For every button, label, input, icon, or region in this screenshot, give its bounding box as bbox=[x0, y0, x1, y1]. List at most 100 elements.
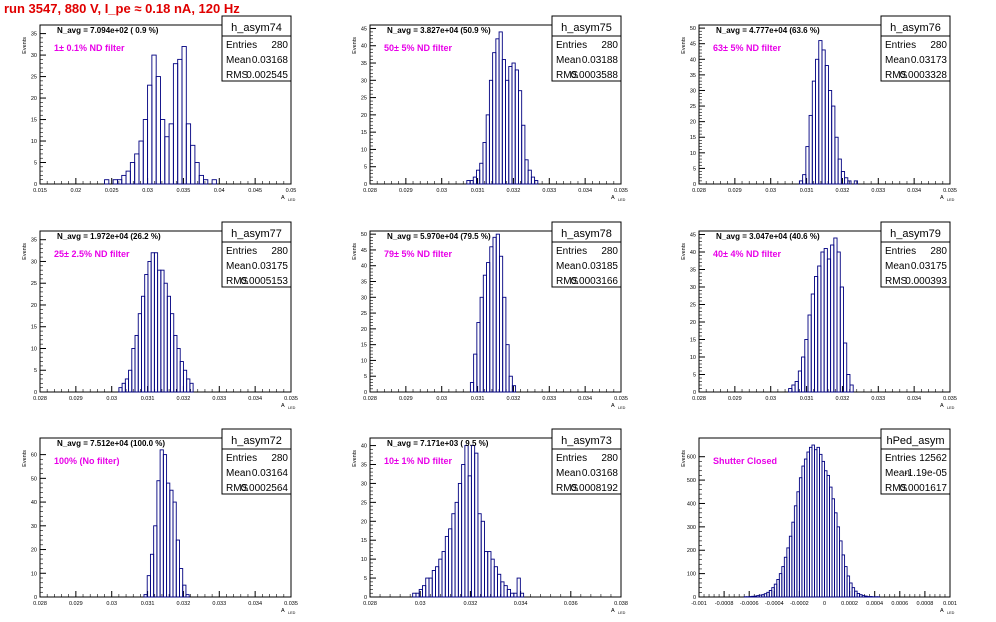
histogram-bar bbox=[827, 90, 833, 185]
y-tick-label: 20 bbox=[361, 113, 367, 119]
y-tick-label: 10 bbox=[690, 355, 696, 361]
x-tick-label: 0.035 bbox=[284, 396, 298, 402]
histogram-bar bbox=[176, 348, 181, 393]
x-tick-label: 0.035 bbox=[284, 601, 298, 607]
x-tick-label: 0.032 bbox=[836, 188, 850, 194]
y-tick-label: 0 bbox=[34, 595, 37, 601]
stats-label: Mean bbox=[226, 261, 251, 272]
histogram-bar bbox=[156, 480, 161, 598]
y-tick-label: 35 bbox=[361, 61, 367, 67]
stats-label: Mean bbox=[556, 468, 581, 479]
stats-label: Entries bbox=[885, 453, 916, 464]
histogram-bar bbox=[502, 296, 507, 393]
y-tick-label: 5 bbox=[693, 373, 696, 379]
y-tick-label: 45 bbox=[361, 248, 367, 254]
filter-note: 79± 5% ND filter bbox=[384, 249, 452, 259]
x-tick-label: 0.0004 bbox=[866, 601, 883, 607]
y-tick-label: 10 bbox=[361, 557, 367, 563]
stats-box bbox=[880, 241, 951, 288]
x-tick-label: -0.0008 bbox=[715, 601, 734, 607]
histogram-bar bbox=[534, 180, 539, 185]
histogram-bar bbox=[425, 577, 430, 598]
x-axis-subscript: LED bbox=[288, 198, 296, 202]
histogram-bar bbox=[172, 63, 179, 185]
histogram-bar bbox=[473, 353, 478, 393]
histogram-bar bbox=[498, 31, 503, 185]
stats-value: -1.19e-05 bbox=[904, 468, 947, 479]
y-tick-label: 20 bbox=[31, 96, 37, 102]
histogram-bar bbox=[501, 59, 506, 185]
histogram-bar bbox=[198, 174, 204, 185]
navg-label: N_avg = 4.777e+04 (63.6 %) bbox=[716, 26, 820, 35]
histogram-bar bbox=[840, 171, 846, 185]
y-tick-label: 5 bbox=[364, 576, 367, 582]
x-tick-label: 0.031 bbox=[471, 396, 485, 402]
histogram-h_asym76: 0 5 10 15 20 25 30 35 40 45 50 0.028 0.029 0.03 0.031 0… bbox=[681, 15, 957, 202]
y-tick-label: 300 bbox=[687, 525, 696, 531]
histogram-bar bbox=[493, 566, 498, 598]
filter-note: 10± 1% ND filter bbox=[384, 456, 452, 466]
stats-value: 0.03188 bbox=[582, 55, 619, 66]
histogram-bar bbox=[128, 369, 133, 393]
y-tick-label: 30 bbox=[690, 285, 696, 291]
x-tick-label: 0.028 bbox=[33, 601, 47, 607]
histogram-bar bbox=[117, 179, 123, 185]
x-tick-label: 0.035 bbox=[943, 396, 957, 402]
x-tick-label: 0.029 bbox=[399, 396, 413, 402]
histogram-bar bbox=[503, 585, 508, 598]
stats-label: Mean bbox=[885, 55, 910, 66]
histogram-bar bbox=[480, 520, 485, 598]
y-tick-label: 200 bbox=[687, 548, 696, 554]
histogram-bar bbox=[166, 295, 171, 393]
histogram-bar bbox=[162, 454, 168, 598]
x-tick-label: 0.031 bbox=[141, 396, 155, 402]
histogram-bar bbox=[506, 588, 512, 598]
x-axis-title: A bbox=[281, 195, 285, 201]
y-tick-label: 10 bbox=[31, 139, 37, 145]
histogram-bar bbox=[472, 176, 477, 185]
histogram-h_asym73: 0 5 10 15 20 25 30 35 40 0.028 0.03 0.032 0.034 0.036… bbox=[352, 428, 628, 615]
y-tick-label: 0 bbox=[34, 390, 37, 396]
stats-label: Entries bbox=[885, 246, 916, 257]
histogram-bar bbox=[464, 445, 469, 598]
histogram-bar bbox=[144, 274, 149, 393]
histogram-bar bbox=[211, 179, 217, 185]
x-tick-label: 0.032 bbox=[177, 601, 191, 607]
histogram-bar bbox=[810, 293, 815, 393]
y-tick-label: 30 bbox=[31, 259, 37, 265]
histogram-bar bbox=[441, 551, 446, 598]
y-tick-label: 30 bbox=[31, 524, 37, 530]
histogram-bar bbox=[511, 385, 517, 393]
histogram-bar bbox=[823, 248, 828, 393]
x-tick-label: 0.033 bbox=[542, 396, 556, 402]
histogram-bar bbox=[125, 170, 131, 185]
stats-value: 280 bbox=[930, 246, 947, 257]
histogram-bar bbox=[149, 553, 155, 598]
x-tick-label: 0.035 bbox=[177, 188, 191, 194]
x-tick-label: -0.0006 bbox=[740, 601, 759, 607]
y-tick-label: 25 bbox=[690, 104, 696, 110]
histogram-bar bbox=[508, 375, 513, 393]
y-tick-label: 50 bbox=[690, 26, 696, 32]
y-tick-label: 10 bbox=[31, 346, 37, 352]
y-tick-label: 60 bbox=[31, 453, 37, 459]
histogram-bar bbox=[484, 551, 489, 598]
histogram-bar bbox=[492, 52, 497, 185]
histogram-bar bbox=[498, 255, 504, 393]
histogram-bar bbox=[121, 174, 127, 185]
x-tick-label: 0.03 bbox=[415, 601, 426, 607]
y-tick-label: 15 bbox=[690, 338, 696, 344]
y-tick-label: 0 bbox=[364, 595, 367, 601]
navg-label: N_avg = 3.827e+04 (50.9 %) bbox=[387, 26, 491, 35]
histogram-title: h_asym73 bbox=[561, 435, 612, 447]
y-tick-label: 15 bbox=[690, 135, 696, 141]
x-tick-label: 0.02 bbox=[70, 188, 81, 194]
y-axis-title: Events bbox=[352, 243, 358, 260]
x-tick-label: 0.028 bbox=[33, 396, 47, 402]
histogram-bar bbox=[438, 558, 443, 598]
x-axis-subscript: LED bbox=[947, 611, 955, 615]
x-axis-subscript: LED bbox=[618, 611, 626, 615]
histogram-bar bbox=[807, 314, 812, 393]
